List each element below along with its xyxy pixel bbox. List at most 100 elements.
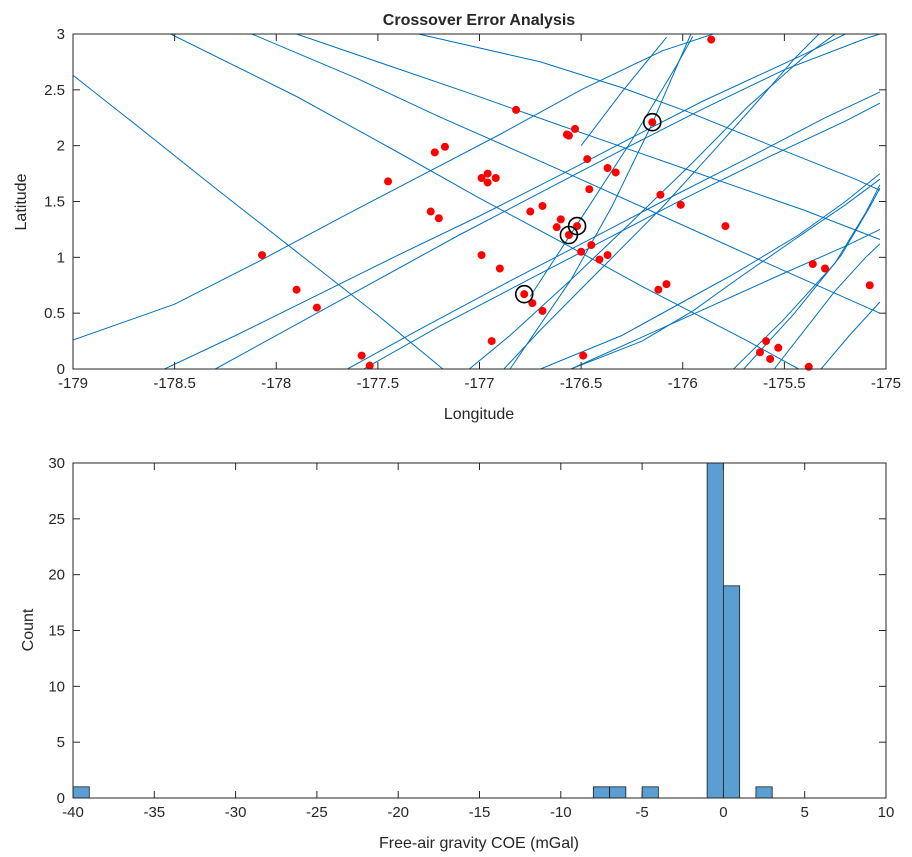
crossover-point <box>587 241 596 250</box>
highlighted-crossovers <box>514 112 662 304</box>
ship-track-line <box>570 178 881 369</box>
crossover-point <box>603 251 612 260</box>
crossover-point <box>491 174 500 183</box>
ship-track-line <box>215 34 881 369</box>
coe-histogram-chart: -40 -35 -30 -25 -20 -15 -10 -5 0 5 10 0 5 10 15 20 25 30… <box>20 455 894 852</box>
histogram-bar <box>641 786 659 799</box>
hist-y-axis-label: Count <box>20 608 37 651</box>
histogram-bars <box>72 462 773 799</box>
crossover-point <box>821 264 830 273</box>
histogram-bar <box>755 786 773 799</box>
crossover-point <box>426 207 435 216</box>
map-y-ticks: 0 0.5 1 1.5 2 2.5 3 <box>44 26 886 378</box>
x-tick-label: -5 <box>635 804 648 821</box>
crossover-point <box>538 306 547 315</box>
y-tick-label: 0.5 <box>44 305 65 322</box>
x-tick-label: -175 <box>871 375 901 392</box>
y-tick-label: 1.5 <box>44 194 65 211</box>
ship-track-line <box>570 228 881 369</box>
ship-track-line <box>820 301 881 369</box>
ship-track-line <box>540 173 881 369</box>
crossover-point <box>808 260 817 269</box>
hist-plot-frame <box>72 462 887 799</box>
crossover-point <box>603 164 612 172</box>
crossover-point <box>564 131 573 140</box>
ship-track-line <box>73 34 714 341</box>
histogram-bar <box>592 786 610 799</box>
ship-track-line <box>743 187 881 369</box>
crossover-point <box>766 354 775 363</box>
ship-track-line <box>418 34 881 191</box>
ship-track-line <box>164 34 846 369</box>
x-tick-label: -179 <box>58 375 88 392</box>
y-tick-label: 30 <box>48 455 65 472</box>
ship-track-line <box>296 34 881 240</box>
crossover-point <box>440 142 449 151</box>
crossover-point <box>571 124 580 133</box>
ship-track-line <box>363 102 881 369</box>
y-tick-label: 2 <box>57 138 65 155</box>
highlight-ring <box>559 225 579 245</box>
crossover-point <box>483 178 492 187</box>
crossover-point <box>583 155 592 164</box>
x-tick-label: -25 <box>306 804 328 821</box>
ship-track-line <box>580 36 667 147</box>
crossover-point <box>648 118 657 127</box>
crossover-point <box>579 351 588 360</box>
crossover-point <box>552 223 561 232</box>
x-tick-label: 0 <box>719 804 727 821</box>
ship-track-line <box>773 243 881 369</box>
y-tick-label: 20 <box>48 567 65 584</box>
y-tick-label: 15 <box>48 623 65 640</box>
x-tick-label: 5 <box>801 804 809 821</box>
x-tick-label: -177 <box>464 375 494 392</box>
x-tick-label: -176.5 <box>560 375 603 392</box>
crossover-point <box>312 303 321 312</box>
ship-track-line <box>347 91 881 369</box>
y-tick-label: 0 <box>57 790 65 807</box>
y-tick-label: 1 <box>57 249 65 266</box>
hist-x-axis-label: Free-air gravity COE (mGal) <box>379 835 579 852</box>
y-tick-label: 10 <box>48 678 65 695</box>
crossover-point <box>357 351 366 360</box>
map-x-ticks: -179 -178.5 -178 -177.5 -177 -176.5 -176 -175.5… <box>58 34 901 392</box>
crossover-point <box>595 255 604 264</box>
crossover-point <box>384 177 393 186</box>
ship-track-line <box>73 74 444 369</box>
crossover-point <box>495 264 504 273</box>
crossover-point <box>656 190 665 199</box>
ship-track-line <box>733 184 881 369</box>
crossover-point <box>676 200 685 209</box>
x-tick-label: -178 <box>261 375 291 392</box>
crossover-point <box>721 222 730 231</box>
crossover-point <box>365 361 374 370</box>
x-tick-label: -35 <box>143 804 165 821</box>
crossover-point <box>654 285 663 294</box>
ship-track-line <box>170 34 799 369</box>
histogram-bar <box>72 786 90 799</box>
crossover-point <box>762 337 771 346</box>
crossover-point <box>804 362 813 371</box>
highlight-ring <box>514 284 534 304</box>
x-tick-label: -178.5 <box>153 375 196 392</box>
crossover-point <box>556 215 565 224</box>
crossover-point <box>477 251 486 260</box>
ship-track-line <box>251 34 881 314</box>
crossover-point <box>774 343 783 352</box>
crossover-point <box>662 280 671 289</box>
crossover-point <box>526 207 535 216</box>
crossover-point <box>520 290 529 299</box>
x-tick-label: -40 <box>62 804 84 821</box>
x-tick-label: -10 <box>550 804 572 821</box>
hist-x-ticks: -40 -35 -30 -25 -20 -15 -10 -5 0 5 10 <box>62 463 894 821</box>
ship-track-line <box>529 35 694 297</box>
crossover-point <box>258 251 267 260</box>
histogram-bar <box>723 585 741 799</box>
x-tick-label: -15 <box>469 804 491 821</box>
crossover-points <box>258 35 874 371</box>
x-tick-label: -176 <box>668 375 698 392</box>
x-tick-label: 10 <box>878 804 895 821</box>
crossover-point <box>755 348 764 357</box>
x-tick-label: -177.5 <box>357 375 400 392</box>
